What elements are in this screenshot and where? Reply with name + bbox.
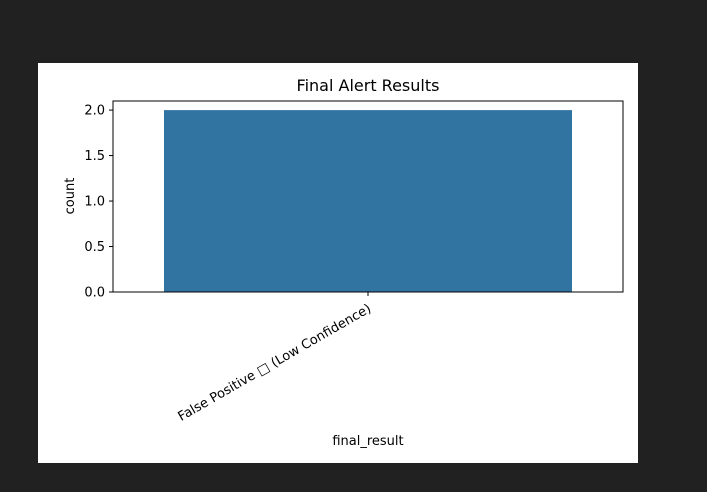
plot-frame: [112, 100, 624, 293]
y-tick-label: 0.0: [84, 286, 105, 301]
bars-group: [164, 110, 572, 292]
y-tick-label: 0.5: [84, 240, 105, 255]
x-axis-label: final_result: [332, 434, 403, 449]
chart-figure: Final Alert Results 0.0 0.5 1.0 1.5 2.0 Fals…: [38, 63, 638, 463]
y-tick-label: 2.0: [84, 104, 105, 119]
y-axis-label: count: [63, 178, 78, 215]
y-tick-label: 1.5: [84, 149, 105, 164]
y-tick-label: 1.0: [84, 195, 105, 210]
bar-chart: Final Alert Results 0.00.51.01.52.0 Fals…: [38, 63, 638, 463]
y-axis-ticks: 0.0 0.5 1.0 1.5 2.0: [84, 104, 113, 301]
bar: [164, 110, 572, 292]
chart-title: Final Alert Results: [297, 76, 440, 95]
